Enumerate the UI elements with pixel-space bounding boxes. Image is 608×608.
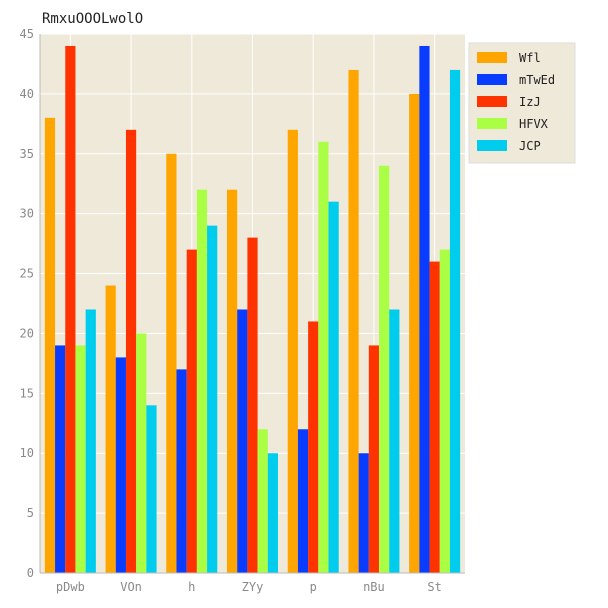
- bar: [308, 321, 319, 573]
- bar: [186, 249, 197, 573]
- y-tick-label: 45: [20, 27, 34, 41]
- bar: [146, 405, 157, 573]
- bar: [389, 309, 400, 573]
- x-tick-label: pDwb: [56, 580, 85, 594]
- bar: [449, 69, 461, 573]
- y-tick-label: 5: [27, 506, 34, 520]
- x-tick-label: nBu: [363, 580, 385, 594]
- bar: [196, 189, 208, 573]
- x-tick-label: VOn: [120, 580, 142, 594]
- bar: [348, 69, 359, 573]
- y-tick-label: 20: [20, 326, 34, 340]
- legend: Wfl mTwEd IzJ HFVX JCP: [468, 42, 576, 164]
- bar: [297, 429, 309, 573]
- bar: [287, 129, 298, 574]
- legend-label: Wfl: [519, 51, 541, 65]
- bar: [237, 309, 248, 573]
- y-tick-label: 15: [20, 386, 34, 400]
- x-tick-label: ZYy: [242, 580, 264, 594]
- legend-label: JCP: [519, 139, 541, 153]
- legend-swatch: [477, 140, 507, 151]
- bar: [65, 45, 76, 573]
- x-tick-label: h: [188, 580, 195, 594]
- bar: [247, 237, 258, 573]
- bar: [328, 201, 339, 573]
- bar: [318, 141, 329, 574]
- tick-labels: 0 5 10 15 20 25 30 35 40 45 pDwb VOn h ZYy p nBu St: [20, 27, 442, 594]
- bar: [358, 453, 369, 573]
- chart-title: RmxuOOOLwolO: [42, 11, 143, 27]
- y-tick-label: 10: [20, 446, 34, 460]
- y-tick-label: 35: [20, 147, 34, 161]
- bar: [75, 345, 86, 573]
- y-tick-label: 0: [27, 566, 34, 580]
- bar: [429, 261, 440, 573]
- bar: [207, 225, 218, 573]
- bar: [379, 165, 390, 573]
- y-tick-label: 30: [20, 207, 34, 221]
- bar: [267, 453, 278, 573]
- legend-label: IzJ: [519, 95, 541, 109]
- bar: [55, 345, 66, 573]
- legend-label: mTwEd: [519, 73, 555, 87]
- bar: [125, 129, 137, 574]
- bar: [115, 357, 126, 573]
- legend-swatch: [477, 96, 507, 107]
- x-tick-label: St: [427, 580, 441, 594]
- bar: [409, 93, 420, 573]
- bar: [166, 153, 177, 573]
- bar: [419, 45, 430, 573]
- bar: [85, 309, 96, 573]
- bar: [227, 189, 238, 573]
- bar: [176, 369, 187, 573]
- bar: [44, 117, 56, 573]
- y-tick-label: 40: [20, 87, 34, 101]
- bar: [136, 333, 147, 573]
- y-tick-label: 25: [20, 267, 34, 281]
- axes: [39, 34, 465, 574]
- legend-swatch: [477, 74, 507, 85]
- bar: [105, 285, 116, 573]
- bar: [257, 429, 268, 573]
- bar: [368, 345, 380, 573]
- bars: [44, 45, 461, 574]
- bar: [439, 249, 450, 573]
- legend-swatch: [477, 52, 507, 63]
- legend-swatch: [477, 118, 507, 129]
- x-tick-label: p: [310, 580, 317, 594]
- legend-label: HFVX: [519, 117, 549, 131]
